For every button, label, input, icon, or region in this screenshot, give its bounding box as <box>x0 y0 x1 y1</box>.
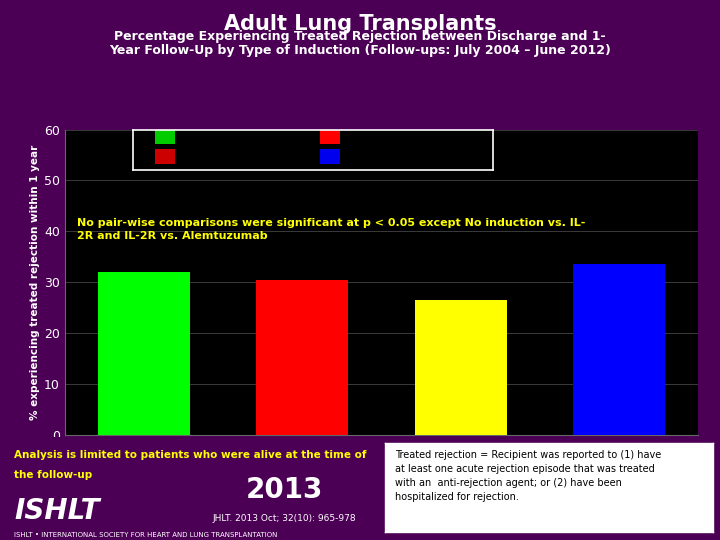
Bar <box>155 129 174 144</box>
Text: the follow-up: the follow-up <box>14 470 93 480</box>
Text: Treated rejection = Recipient was reported to (1) have
at least one acute reject: Treated rejection = Recipient was report… <box>395 450 661 502</box>
Text: No pair-wise comparisons were significant at p < 0.05 except No induction vs. IL: No pair-wise comparisons were significan… <box>78 218 586 241</box>
Y-axis label: % experiencing treated rejection within 1 year: % experiencing treated rejection within … <box>30 145 40 420</box>
Text: Year Follow-Up by Type of Induction (Follow-ups: July 2004 – June 2012): Year Follow-Up by Type of Induction (Fol… <box>109 44 611 57</box>
Text: 2013: 2013 <box>246 476 323 504</box>
Bar <box>320 129 341 144</box>
Text: Adult Lung Transplants: Adult Lung Transplants <box>224 14 496 33</box>
Bar <box>256 280 348 435</box>
Bar <box>415 300 507 435</box>
Bar <box>320 148 341 164</box>
Text: JHLT. 2013 Oct; 32(10): 965-978: JHLT. 2013 Oct; 32(10): 965-978 <box>212 514 356 523</box>
Text: ISHLT • INTERNATIONAL SOCIETY FOR HEART AND LUNG TRANSPLANTATION: ISHLT • INTERNATIONAL SOCIETY FOR HEART … <box>14 532 278 538</box>
Bar <box>98 272 190 435</box>
Text: ISHLT: ISHLT <box>14 497 100 525</box>
Text: Analysis is limited to patients who were alive at the time of: Analysis is limited to patients who were… <box>14 450 367 460</box>
Bar <box>573 265 665 435</box>
Text: Percentage Experiencing Treated Rejection between Discharge and 1-: Percentage Experiencing Treated Rejectio… <box>114 30 606 43</box>
Bar <box>155 148 174 164</box>
